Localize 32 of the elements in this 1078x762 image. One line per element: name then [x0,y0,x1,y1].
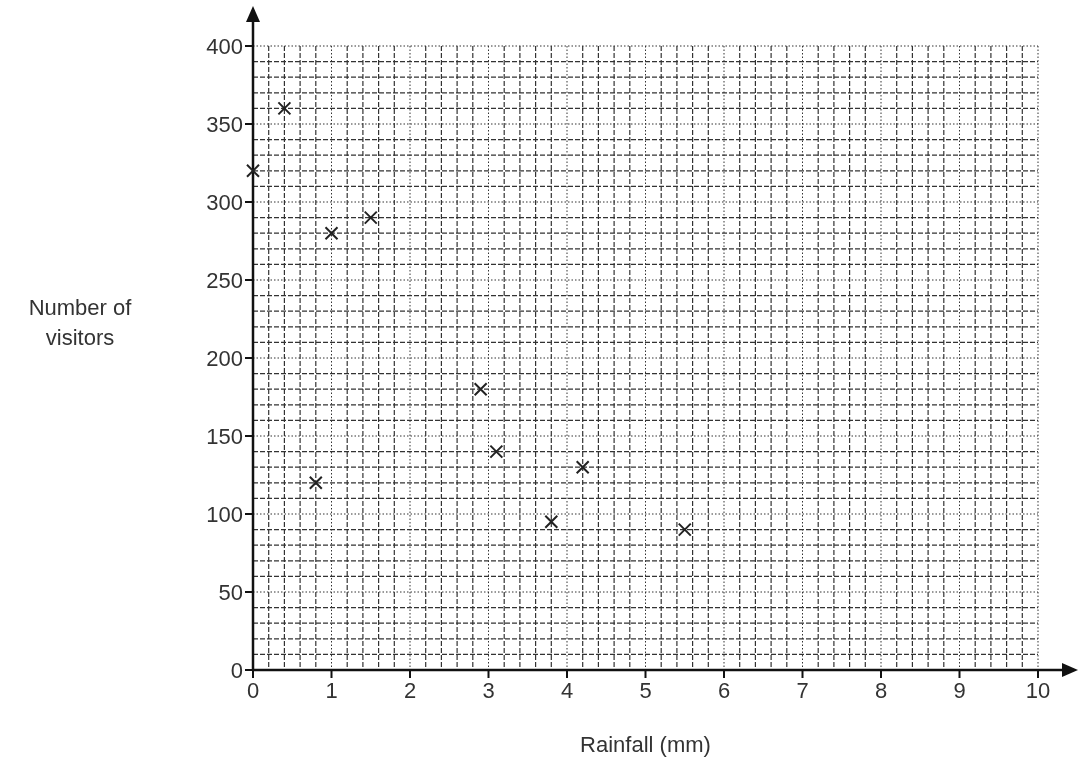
x-tick-label: 2 [403,678,417,703]
y-tick-label: 300 [206,190,243,215]
x-axis-title: Rainfall (mm) [580,732,711,757]
point [489,444,504,459]
y-tick-label: 350 [206,112,243,137]
x-tick-label: 4 [560,678,574,703]
x-tick-label: 10 [1025,678,1051,703]
point [544,514,559,529]
x-tick-label: 6 [717,678,731,703]
y-tick-label: 200 [206,346,243,371]
point [473,382,488,397]
y-tick-label: 400 [206,34,243,59]
point [308,475,323,490]
point [363,210,378,225]
x-tick-label: 7 [796,678,809,703]
y-tick-label: 100 [206,502,243,527]
y-tick-label: 0 [230,658,243,683]
point [324,226,339,241]
y-axis-title: Number of visitors [28,295,133,350]
point [277,101,292,116]
y-tick-label: 250 [206,268,243,293]
point [246,163,260,178]
point [575,460,590,475]
y-tick-label: 150 [206,424,243,449]
y-tick-label: 50 [218,580,243,605]
x-tick-label: 1 [325,678,338,703]
x-tick-label: 5 [639,678,652,703]
x-tick-label: 3 [482,678,495,703]
x-tick-label: 0 [246,678,260,703]
x-tick-label: 8 [874,678,888,703]
point [677,522,692,537]
x-tick-label: 9 [953,678,966,703]
